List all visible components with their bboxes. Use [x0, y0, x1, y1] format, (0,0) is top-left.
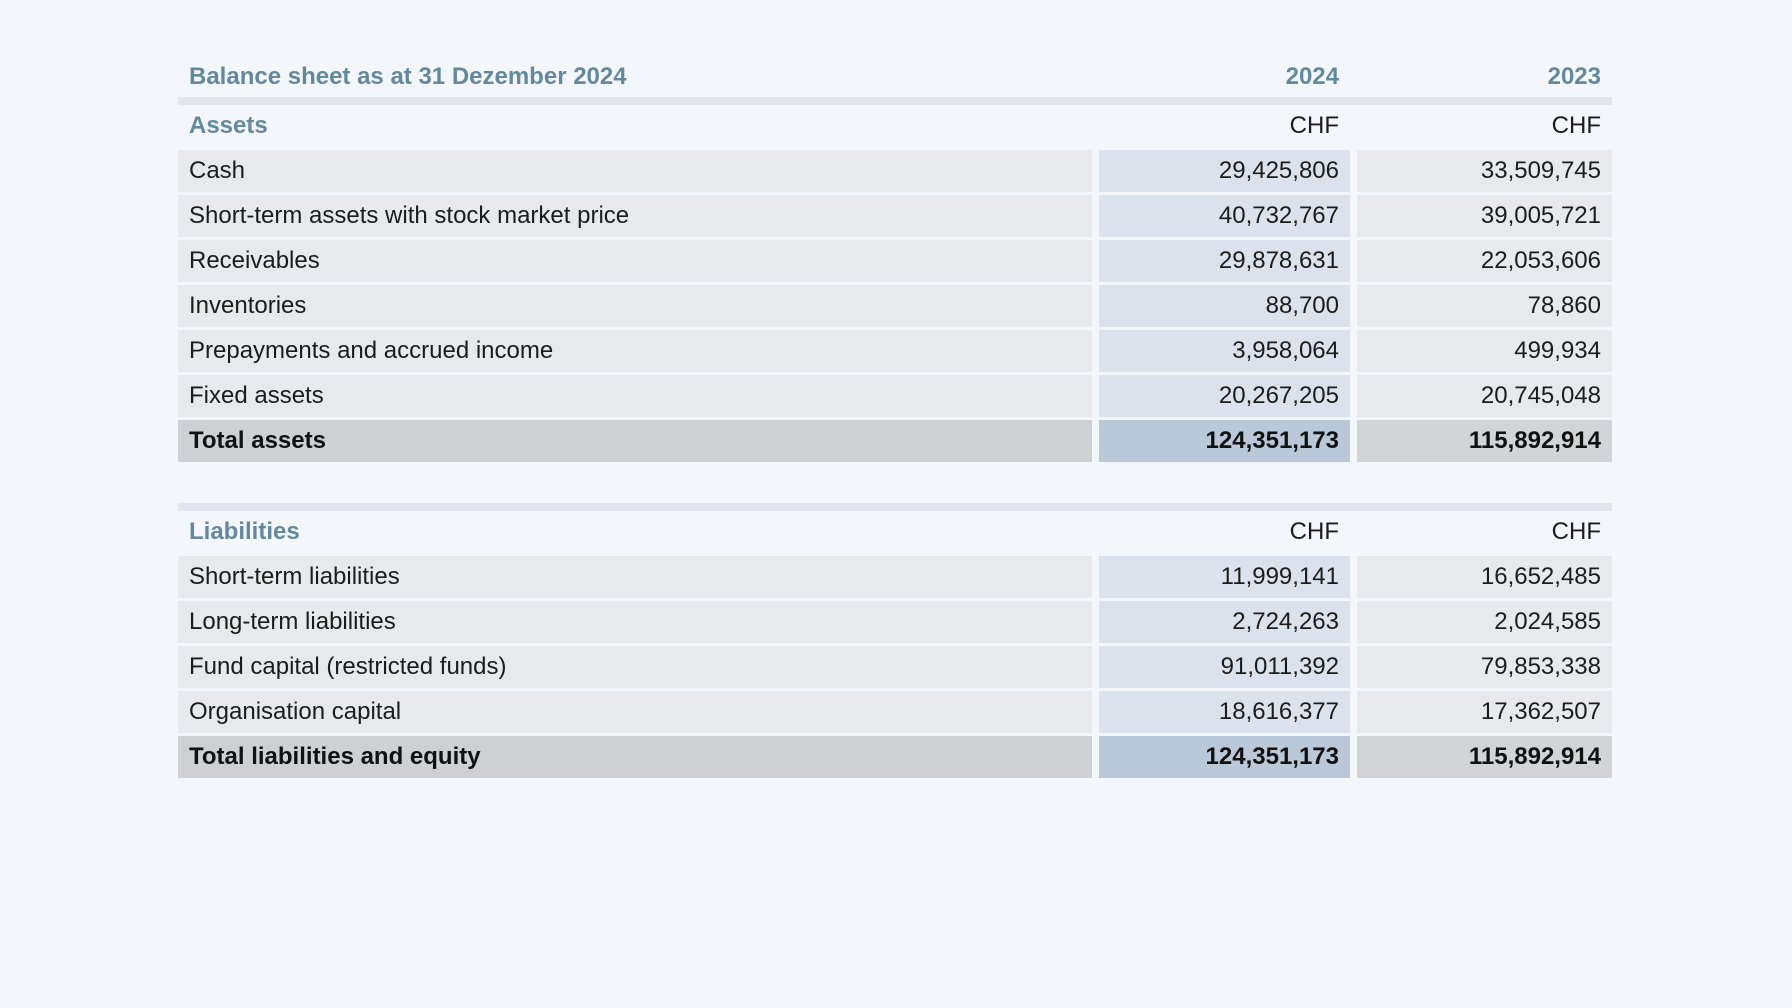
divider [178, 503, 1612, 511]
value-2023: 2,024,585 [1357, 601, 1612, 643]
currency-label: CHF [1289, 518, 1339, 545]
value-2024: 29,425,806 [1099, 150, 1350, 192]
value-2023: 79,853,338 [1357, 646, 1612, 688]
year-2023-header: 2023 [1547, 63, 1601, 90]
value-2024: 11,999,141 [1099, 556, 1350, 598]
row-label: Inventories [178, 285, 1092, 327]
value-2023: 22,053,606 [1357, 240, 1612, 282]
row-label: Receivables [178, 240, 1092, 282]
value-2023: 39,005,721 [1357, 195, 1612, 237]
page-title: Balance sheet as at 31 Dezember 2024 [189, 63, 627, 90]
total-value-2024: 124,351,173 [1099, 420, 1350, 462]
value-2024: 40,732,767 [1099, 195, 1350, 237]
value-2023: 499,934 [1357, 330, 1612, 372]
currency-label: CHF [1289, 112, 1339, 139]
value-2024: 18,616,377 [1099, 691, 1350, 733]
table-row: Long-term liabilities 2,724,263 2,024,58… [178, 601, 1612, 646]
row-label: Prepayments and accrued income [178, 330, 1092, 372]
table-row: Short-term liabilities 11,999,141 16,652… [178, 556, 1612, 601]
value-2024: 88,700 [1099, 285, 1350, 327]
table-row: Organisation capital 18,616,377 17,362,5… [178, 691, 1612, 736]
row-label: Fixed assets [178, 375, 1092, 417]
value-2024: 29,878,631 [1099, 240, 1350, 282]
value-2023: 78,860 [1357, 285, 1612, 327]
assets-section-header: Assets CHF CHF [178, 105, 1612, 150]
table-row: Prepayments and accrued income 3,958,064… [178, 330, 1612, 375]
currency-label: CHF [1551, 518, 1601, 545]
table-row: Inventories 88,700 78,860 [178, 285, 1612, 330]
total-value-2023: 115,892,914 [1357, 736, 1612, 778]
value-2024: 20,267,205 [1099, 375, 1350, 417]
value-2024: 2,724,263 [1099, 601, 1350, 643]
row-label: Short-term assets with stock market pric… [178, 195, 1092, 237]
liabilities-section-header: Liabilities CHF CHF [178, 511, 1612, 556]
header-row: Balance sheet as at 31 Dezember 2024 202… [178, 56, 1612, 101]
section-gap [178, 465, 1612, 507]
total-value-2024: 124,351,173 [1099, 736, 1350, 778]
row-label: Total liabilities and equity [178, 736, 1092, 778]
total-liabilities-row: Total liabilities and equity 124,351,173… [178, 736, 1612, 781]
value-2023: 17,362,507 [1357, 691, 1612, 733]
table-row: Receivables 29,878,631 22,053,606 [178, 240, 1612, 285]
table-row: Cash 29,425,806 33,509,745 [178, 150, 1612, 195]
row-label: Cash [178, 150, 1092, 192]
value-2023: 16,652,485 [1357, 556, 1612, 598]
table-row: Fixed assets 20,267,205 20,745,048 [178, 375, 1612, 420]
section-title: Assets [189, 112, 268, 139]
divider [178, 97, 1612, 105]
row-label: Organisation capital [178, 691, 1092, 733]
row-label: Fund capital (restricted funds) [178, 646, 1092, 688]
total-value-2023: 115,892,914 [1357, 420, 1612, 462]
total-assets-row: Total assets 124,351,173 115,892,914 [178, 420, 1612, 465]
value-2024: 91,011,392 [1099, 646, 1350, 688]
balance-sheet: Balance sheet as at 31 Dezember 2024 202… [178, 56, 1612, 781]
value-2023: 33,509,745 [1357, 150, 1612, 192]
row-label: Long-term liabilities [178, 601, 1092, 643]
table-row: Short-term assets with stock market pric… [178, 195, 1612, 240]
row-label: Total assets [178, 420, 1092, 462]
section-title: Liabilities [189, 518, 300, 545]
value-2024: 3,958,064 [1099, 330, 1350, 372]
row-label: Short-term liabilities [178, 556, 1092, 598]
currency-label: CHF [1551, 112, 1601, 139]
value-2023: 20,745,048 [1357, 375, 1612, 417]
table-row: Fund capital (restricted funds) 91,011,3… [178, 646, 1612, 691]
year-2024-header: 2024 [1285, 63, 1339, 90]
